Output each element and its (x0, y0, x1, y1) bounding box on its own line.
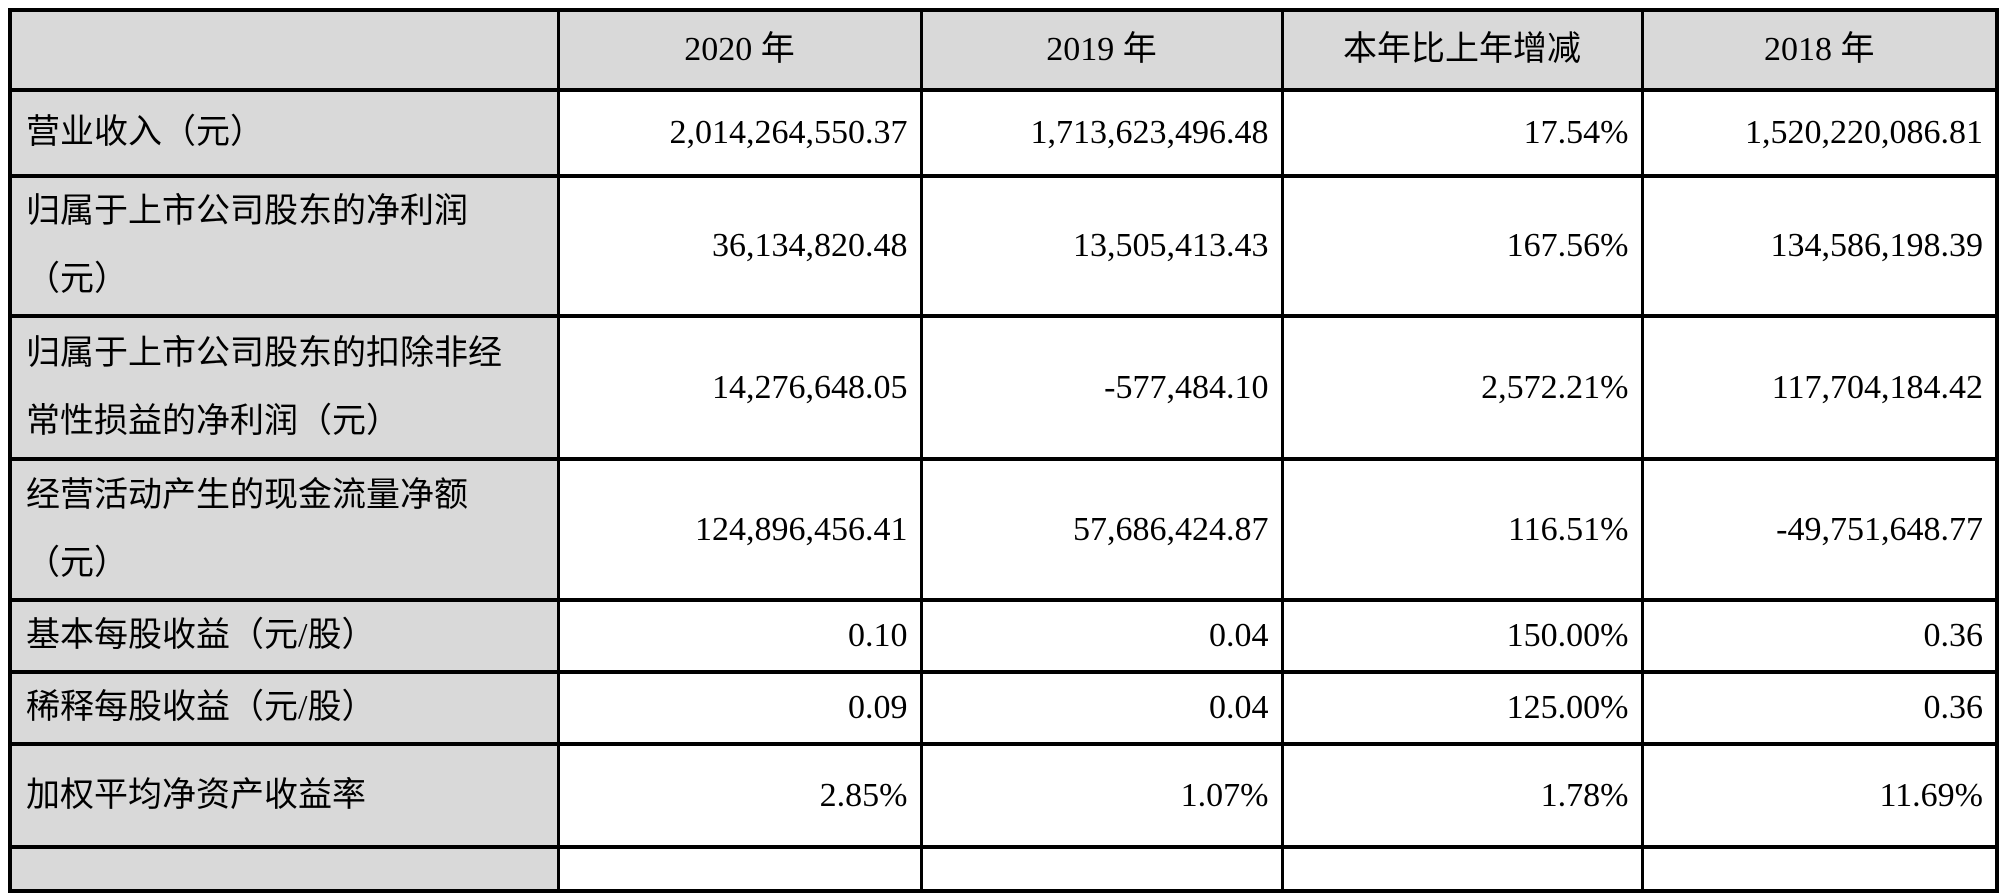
table-row-weighted-avg-roe: 加权平均净资产收益率 2.85% 1.07% 1.78% 11.69% (8, 742, 1999, 849)
row-label: 归属于上市公司股东的净利润 （元） (8, 174, 560, 318)
header-cell-2019: 2019 年 (919, 8, 1284, 92)
table-row-operating-cash-flow: 经营活动产生的现金流量净额 （元） 124,896,456.41 57,686,… (8, 457, 1999, 602)
value-2018: -49,751,648.77 (1640, 457, 1999, 602)
value-2018: 0.36 (1640, 670, 1999, 746)
row-label: 稀释每股收益（元/股） (8, 670, 560, 746)
value-2020: 2,014,264,550.37 (556, 88, 923, 178)
financial-summary-page: 2020 年 2019 年 本年比上年增减 2018 年 营业收入（元） 2,0… (8, 8, 1999, 893)
table-row-net-profit: 归属于上市公司股东的净利润 （元） 36,134,820.48 13,505,4… (8, 174, 1999, 318)
value-2019 (919, 845, 1284, 893)
value-2020: 0.09 (556, 670, 923, 746)
value-yoy-change: 1.78% (1280, 742, 1644, 849)
value-yoy-change: 2,572.21% (1280, 314, 1644, 461)
value-2019: 1,713,623,496.48 (919, 88, 1284, 178)
value-yoy-change (1280, 845, 1644, 893)
header-cell-2018: 2018 年 (1640, 8, 1999, 92)
value-2020: 14,276,648.05 (556, 314, 923, 461)
table-row-partial-cutoff (8, 845, 1999, 893)
table-row-operating-revenue: 营业收入（元） 2,014,264,550.37 1,713,623,496.4… (8, 88, 1999, 178)
table-header-row: 2020 年 2019 年 本年比上年增减 2018 年 (8, 8, 1999, 92)
value-yoy-change: 125.00% (1280, 670, 1644, 746)
row-label (8, 845, 560, 893)
value-2018: 11.69% (1640, 742, 1999, 849)
financial-summary-table: 2020 年 2019 年 本年比上年增减 2018 年 营业收入（元） 2,0… (8, 8, 1999, 893)
value-2019: 0.04 (919, 670, 1284, 746)
value-2019: -577,484.10 (919, 314, 1284, 461)
value-2020: 2.85% (556, 742, 923, 849)
row-label: 归属于上市公司股东的扣除非经 常性损益的净利润（元） (8, 314, 560, 461)
value-2019: 57,686,424.87 (919, 457, 1284, 602)
value-2020: 0.10 (556, 598, 923, 674)
header-cell-metric (8, 8, 560, 92)
row-label: 营业收入（元） (8, 88, 560, 178)
value-yoy-change: 167.56% (1280, 174, 1644, 318)
header-cell-yoy-change: 本年比上年增减 (1280, 8, 1644, 92)
value-2018: 134,586,198.39 (1640, 174, 1999, 318)
row-label: 基本每股收益（元/股） (8, 598, 560, 674)
value-yoy-change: 116.51% (1280, 457, 1644, 602)
table-row-diluted-eps: 稀释每股收益（元/股） 0.09 0.04 125.00% 0.36 (8, 670, 1999, 746)
value-yoy-change: 17.54% (1280, 88, 1644, 178)
value-2018: 0.36 (1640, 598, 1999, 674)
value-2018: 1,520,220,086.81 (1640, 88, 1999, 178)
value-2019: 1.07% (919, 742, 1284, 849)
value-2020: 124,896,456.41 (556, 457, 923, 602)
value-2019: 13,505,413.43 (919, 174, 1284, 318)
table-row-net-profit-excl-nonrecurring: 归属于上市公司股东的扣除非经 常性损益的净利润（元） 14,276,648.05… (8, 314, 1999, 461)
value-2020: 36,134,820.48 (556, 174, 923, 318)
value-2019: 0.04 (919, 598, 1284, 674)
table-row-basic-eps: 基本每股收益（元/股） 0.10 0.04 150.00% 0.36 (8, 598, 1999, 674)
row-label: 经营活动产生的现金流量净额 （元） (8, 457, 560, 602)
value-2020 (556, 845, 923, 893)
value-2018 (1640, 845, 1999, 893)
value-2018: 117,704,184.42 (1640, 314, 1999, 461)
row-label: 加权平均净资产收益率 (8, 742, 560, 849)
value-yoy-change: 150.00% (1280, 598, 1644, 674)
header-cell-2020: 2020 年 (556, 8, 923, 92)
